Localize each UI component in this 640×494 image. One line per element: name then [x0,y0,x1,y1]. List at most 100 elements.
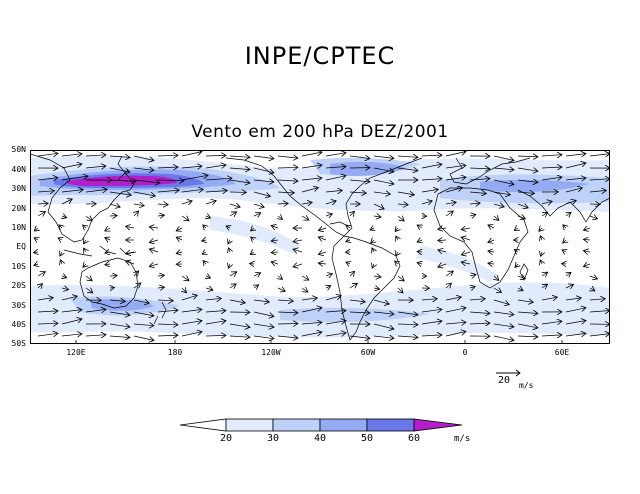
wind-vector [395,261,398,264]
coast-europe [449,157,531,185]
wind-vector [37,212,45,216]
wind-vector [61,334,82,336]
wind-vector [373,276,381,277]
map-border [30,150,610,344]
wind-vector [205,191,227,192]
wind-vector [85,166,106,168]
wind-vector [446,283,451,288]
wind-vector [517,300,533,302]
wind-vector [349,312,370,313]
wind-vector [517,216,525,219]
wind-vector [325,190,342,192]
wind-vector [373,216,381,217]
wind-vector [565,188,582,193]
wind-vector [470,287,475,289]
colorbar-max-triangle [413,418,463,432]
coast-asia [30,153,135,243]
wind-vector [373,299,389,304]
wind-vector [541,297,557,300]
wind-vector [37,191,54,192]
wind-vector [542,272,548,276]
wind-vector [325,296,341,301]
wind-vector [61,199,72,205]
wind-vector [370,228,374,230]
wind-vector [278,216,283,219]
wind-vector [541,167,562,168]
wind-vector [517,312,538,314]
wind-vector [176,228,183,231]
wind-vector [346,262,350,264]
wind-vector [205,288,213,290]
wind-vector [229,156,250,157]
wind-vector [229,168,250,170]
wind-vector [61,164,82,169]
wind-vector [517,180,538,182]
wind-vector [109,180,136,181]
wind-vector [350,271,355,276]
wind-vector [157,310,178,312]
wind-vector [397,336,418,337]
wind-vector [469,192,486,194]
wind-vector [318,263,327,264]
wind-vector [397,156,418,157]
wind-vector [85,276,92,281]
wind-vector [133,283,141,288]
wind-vector [325,153,346,156]
wind-vector [205,298,221,300]
page-title: INPE/CPTEC [244,42,396,70]
wind-vector [349,283,357,288]
wind-vector [277,156,298,158]
wind-vector [271,240,279,241]
lat-label: 50S [11,339,26,348]
lat-label: 20N [11,204,26,213]
wind-vector [461,252,471,255]
wind-vector [589,311,610,313]
wind-vector [157,155,178,156]
colorbar-label: 50 [360,433,374,444]
wind-vector [469,168,490,169]
wind-vector [251,237,254,240]
wind-vector [541,335,562,336]
wind-vector [583,264,591,267]
wind-vector [565,298,581,300]
lon-label: 180 [167,348,183,357]
wind-vector [589,299,605,300]
wind-vector [461,237,471,240]
wind-vector [206,216,211,218]
wind-vector [563,240,566,243]
wind-vector [396,252,398,256]
wind-vector [493,179,514,185]
wind-vector [133,191,155,196]
wind-vector [271,252,279,253]
wind-vector [61,154,82,156]
coast-africa [433,187,529,289]
wind-vector [133,180,160,183]
wind-vector [517,168,538,171]
reference-vector-unit: m/s [519,381,534,390]
wind-vector [493,204,504,207]
wind-vector [397,312,418,315]
wind-vector [250,252,254,254]
colorbar-segment-40-50 [319,418,368,432]
wind-vector [445,177,466,180]
wind-vector [565,163,586,169]
wind-vector [541,252,542,256]
wind-vector [396,236,398,240]
wind-vector [325,274,333,276]
wind-vector [346,225,350,228]
wind-vector [565,200,576,204]
wind-vector [205,335,226,336]
wind-vector [542,212,548,216]
wind-vector [109,300,125,301]
wind-vector [61,296,77,301]
wind-vector [349,336,370,338]
wind-vector [566,212,571,216]
wind-vector [205,201,216,204]
wind-vector [59,225,62,228]
wind-vector [228,240,230,244]
colorbar-min-triangle [180,418,227,432]
wind-vector [181,152,202,157]
wind-vector [181,309,202,312]
wind-vector [461,262,471,264]
wind-vector [589,190,606,192]
